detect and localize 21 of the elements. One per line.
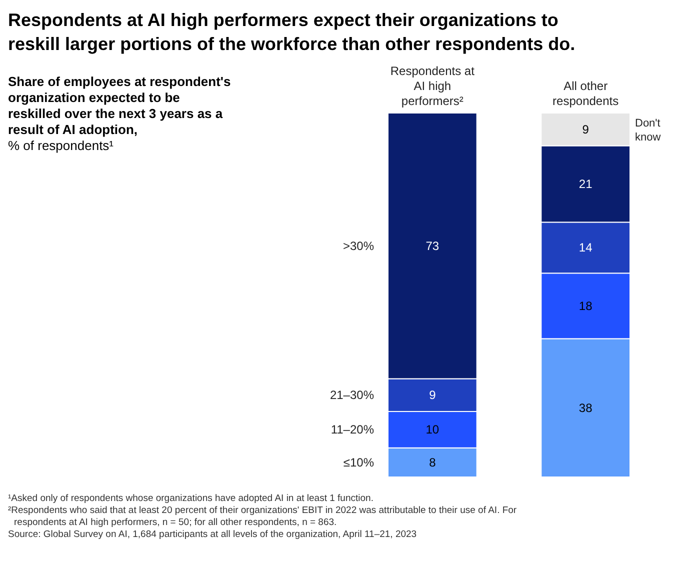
source-note: Source: Global Survey on AI, 1,684 participants at all levels of the organization, April 11–21, 2023 — [8, 529, 417, 540]
series-label: >30% — [342, 238, 374, 253]
chart-title: Respondents at AI high performers expect their organizations to reskill larger portions of the workforce than other respondents do. — [8, 10, 576, 54]
series-label: 21–30% — [330, 388, 374, 402]
text: ²Respondents who said that at least 20 percent of their organizations' EBIT in 2022 was attributable to their use of AI. For respondents at AI high performers, n = 50; for all other respondents, n = 863. — [8, 505, 517, 528]
series-label: Don't know — [635, 117, 661, 144]
data-label: 38 — [578, 400, 593, 415]
text: Share of employees at respondent's organization expected to be reskilled over the next 3 years as a result of AI adoption, % of respondents¹ — [8, 74, 231, 153]
data-label: 73 — [426, 238, 440, 253]
data-label: 9 — [582, 122, 590, 136]
series-label: ≤10% — [343, 455, 374, 470]
data-label: 8 — [429, 455, 436, 470]
data-label: 18 — [578, 298, 593, 313]
data-label: 9 — [429, 388, 436, 402]
text: ¹Asked only of respondents whose organizations have adopted AI in at least 1 function. — [8, 493, 374, 504]
data-label: 21 — [578, 176, 593, 191]
x-tick-label: All other respondents — [552, 79, 619, 108]
series-label: 11–20% — [330, 422, 374, 437]
data-label: 10 — [426, 422, 440, 437]
data-label: 14 — [578, 240, 593, 255]
x-tick-label: Respondents at AI high performers² — [390, 64, 476, 108]
